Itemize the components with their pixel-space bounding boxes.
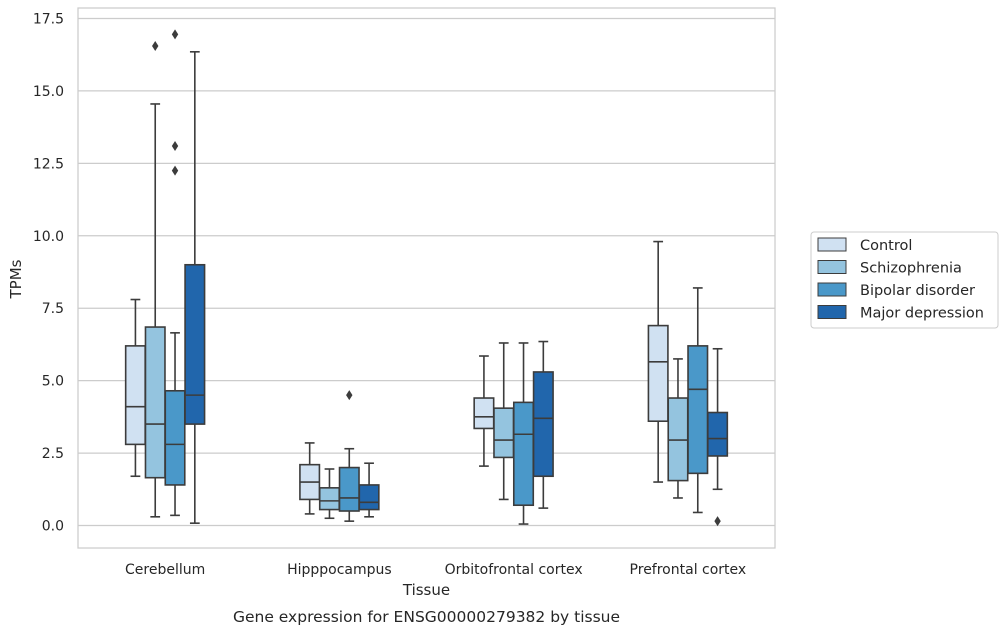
box	[164, 29, 186, 517]
y-tick-label: 7.5	[42, 301, 64, 317]
y-tick-label: 12.5	[33, 156, 64, 172]
box	[512, 342, 535, 525]
box	[318, 468, 341, 520]
box-body	[687, 345, 709, 475]
box	[532, 340, 554, 509]
box	[358, 462, 380, 518]
box-body	[184, 263, 206, 425]
legend-swatch	[817, 282, 847, 297]
legend-frame	[810, 231, 999, 329]
box-body	[358, 484, 380, 511]
y-tick-label: 5.0	[42, 374, 64, 390]
box	[338, 390, 360, 522]
outlier-marker	[714, 516, 721, 527]
box-body	[512, 401, 535, 507]
outlier-marker	[152, 41, 159, 52]
legend-label: Major depression	[860, 306, 984, 322]
box-series	[124, 29, 729, 527]
outlier-marker	[171, 29, 179, 40]
box	[124, 298, 146, 478]
box-body	[473, 397, 495, 430]
y-tick-labels: 0.0 2.5 5.0 7.5 10.0 12.5 15.0 17.5	[33, 12, 64, 535]
y-tick-label: 17.5	[33, 12, 64, 28]
box-body	[124, 345, 146, 446]
outlier-marker	[171, 140, 179, 151]
box	[667, 358, 689, 499]
box-body	[707, 411, 729, 457]
legend-label: Schizophrenia	[860, 261, 962, 277]
legend-swatch	[817, 305, 847, 319]
box-body	[144, 326, 166, 479]
y-axis-title: TPMs	[7, 259, 25, 299]
box	[299, 442, 321, 515]
legend-swatch	[817, 260, 847, 274]
outlier-marker	[171, 165, 179, 176]
box	[473, 355, 495, 467]
x-tick-label: Orbitofrontal cortex	[445, 562, 583, 578]
box-body	[318, 487, 341, 511]
box-body	[493, 407, 515, 459]
legend: Control Schizophrenia Bipolar disorder Majo…	[810, 231, 999, 329]
y-tick-label: 0.0	[42, 519, 64, 535]
legend-swatch	[817, 237, 847, 252]
outlier-marker	[346, 390, 353, 401]
plot-frame	[77, 7, 776, 549]
box-body	[338, 466, 360, 512]
box-body	[647, 324, 669, 423]
x-tick-labels: Cerebellum Hipppocampus Orbitofrontal cort…	[125, 562, 746, 578]
legend-label: Control	[860, 238, 912, 254]
y-tick-label: 15.0	[33, 84, 64, 100]
box	[144, 41, 166, 518]
x-tick-label: Hipppocampus	[287, 562, 392, 578]
box	[707, 347, 729, 527]
y-tick-label: 2.5	[42, 446, 64, 462]
x-tick-label: Cerebellum	[125, 562, 205, 578]
chart-caption: Gene expression for ENSG00000279382 by t…	[233, 608, 620, 626]
legend-label: Bipolar disorder	[860, 283, 975, 299]
box-body	[164, 389, 186, 486]
y-tick-label: 10.0	[33, 229, 64, 245]
box-body	[532, 371, 554, 478]
x-tick-label: Prefrontal cortex	[630, 562, 747, 578]
x-axis-title: Tissue	[402, 581, 450, 599]
box	[687, 287, 709, 514]
box	[184, 51, 206, 524]
box	[647, 240, 669, 483]
